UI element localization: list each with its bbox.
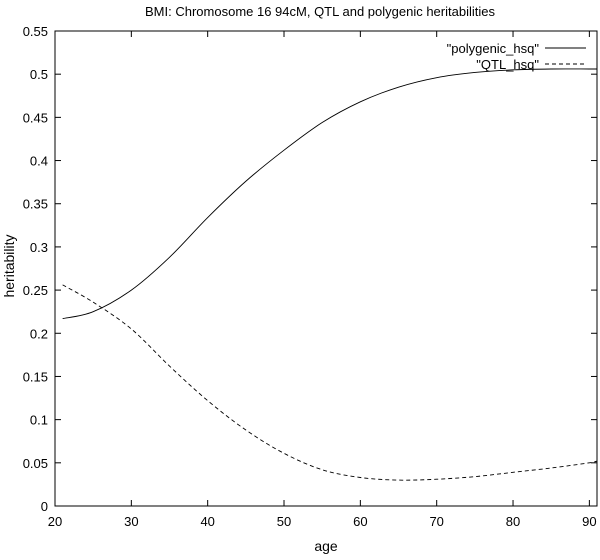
legend-label-qtl-hsq: "QTL_hsq" — [476, 57, 539, 72]
y-tick-label: 0.15 — [23, 369, 48, 384]
x-tick-label: 20 — [48, 514, 62, 529]
x-tick-label: 90 — [582, 514, 596, 529]
y-tick-label: 0.5 — [30, 67, 48, 82]
x-tick-label: 50 — [277, 514, 291, 529]
chart-title: BMI: Chromosome 16 94cM, QTL and polygen… — [145, 4, 495, 19]
legend: "polygenic_hsq""QTL_hsq" — [447, 41, 586, 72]
x-tick-label: 60 — [353, 514, 367, 529]
plot-area — [54, 30, 598, 507]
y-axis-label: heritability — [1, 234, 17, 297]
x-axis-label: age — [314, 538, 338, 554]
series-line-qtl-hsq — [62, 284, 598, 481]
y-axis-ticks: 0 0.05 0.1 0.15 0.2 0.25 0.3 0.35 0.4 0.45 0.5 0.55 — [23, 24, 597, 514]
series-line-polygenic-hsq — [62, 68, 597, 320]
y-tick-label: 0.1 — [30, 413, 48, 428]
x-axis-ticks: 20 30 40 50 60 70 80 90 — [48, 31, 597, 529]
y-tick-label: 0.25 — [23, 283, 48, 298]
y-tick-label: 0 — [41, 499, 48, 514]
x-tick-label: 80 — [506, 514, 520, 529]
y-tick-label: 0.4 — [30, 154, 48, 169]
x-tick-label: 30 — [124, 514, 138, 529]
y-tick-label: 0.35 — [23, 197, 48, 212]
y-tick-label: 0.2 — [30, 326, 48, 341]
y-tick-label: 0.45 — [23, 110, 48, 125]
y-tick-label: 0.3 — [30, 240, 48, 255]
x-tick-label: 70 — [429, 514, 443, 529]
y-tick-label: 0.05 — [23, 456, 48, 471]
legend-label-polygenic-hsq: "polygenic_hsq" — [447, 41, 540, 56]
y-tick-label: 0.55 — [23, 24, 48, 39]
series-layer — [62, 68, 598, 481]
plot-frame — [54, 30, 598, 507]
x-tick-label: 40 — [200, 514, 214, 529]
